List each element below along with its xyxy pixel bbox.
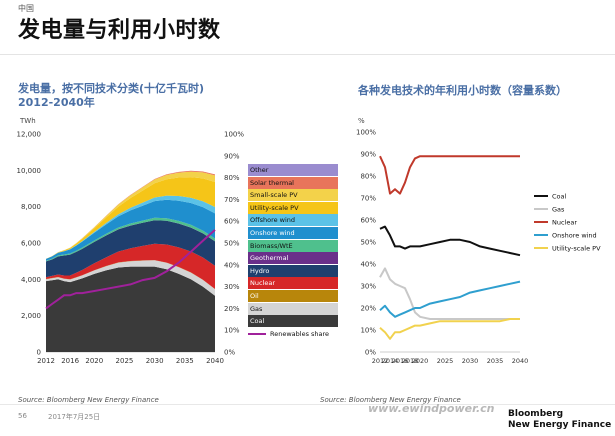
- legend-item-coal: Coal: [248, 315, 338, 328]
- y-tick-label: 10,000: [17, 167, 42, 175]
- y-tick-label: 10%: [360, 327, 376, 335]
- y-tick-label: 4,000: [21, 276, 41, 284]
- generation-area-chart: 0 2,000 4,000 6,000 8,000 10,000 12,000 0% 10% 20…: [17, 131, 245, 366]
- x-tick-label: 2012: [372, 357, 389, 365]
- legend-item-biomass-wte: Biomass/WtE: [248, 239, 338, 252]
- legend-item-solar-thermal: Solar thermal: [248, 176, 338, 189]
- header-divider: [0, 54, 615, 55]
- y2-tick-label: 30%: [224, 283, 240, 291]
- x-tick-label: 2025: [437, 357, 454, 365]
- y-tick-label: 8,000: [21, 203, 41, 211]
- area-onshore-wind: [46, 199, 215, 261]
- area-utility-scale-pv: [46, 177, 215, 259]
- footer-date: 2017年7月25日: [48, 413, 101, 421]
- y-tick-label: 0%: [365, 349, 376, 357]
- y-tick-label: 100%: [356, 129, 376, 137]
- y-tick-label: 60%: [360, 217, 376, 225]
- right-chart-title: 各种发电技术的年利用小时数（容量系数）: [358, 84, 567, 97]
- legend-label: Nuclear: [552, 219, 577, 227]
- x-tick-label: 2016: [61, 357, 79, 365]
- x-tick-label: 2018: [402, 357, 419, 365]
- legend-item-renewables-share: Renewables share: [248, 330, 329, 338]
- legend-swatch: [248, 332, 266, 335]
- generation-legend: Other Solar thermal Small-scale PV Utility-…: [248, 164, 338, 338]
- y2-tick-label: 70%: [224, 196, 240, 204]
- area-hydro: [46, 220, 215, 278]
- x-tick-label: 2020: [412, 357, 429, 365]
- line-gas: [379, 267, 520, 320]
- x-tick-label: 2016: [392, 357, 409, 365]
- capacity-factor-line-chart: 0%10%20%30%40%50%60%70%80%90%100%2012201…: [356, 129, 601, 366]
- y-tick-label: 50%: [360, 239, 376, 247]
- legend-item-oil: Oil: [248, 290, 338, 302]
- y2-tick-label: 80%: [224, 174, 240, 182]
- left-chart-unit: TWh: [20, 117, 36, 125]
- footer-divider: [0, 404, 615, 405]
- legend-label: Onshore wind: [552, 232, 597, 240]
- y-tick-label: 70%: [360, 195, 376, 203]
- legend-item-small-scale-pv: Small-scale PV: [248, 189, 338, 202]
- legend-item-offshore-wind: Offshore wind: [248, 214, 338, 227]
- y-tick-label: 20%: [360, 305, 376, 313]
- legend-item-geothermal: Geothermal: [248, 252, 338, 265]
- line-coal: [379, 225, 521, 257]
- y-tick-label: 80%: [360, 173, 376, 181]
- x-tick-label: 2035: [176, 357, 194, 365]
- x-tick-label: 2040: [512, 357, 529, 365]
- line-utility-scale-pv: [379, 318, 520, 340]
- x-tick-label: 2012: [37, 357, 55, 365]
- brand-line-1: Bloomberg: [508, 409, 564, 419]
- area-nuclear: [46, 243, 215, 289]
- legend-item-other: Other: [248, 164, 338, 176]
- legend-item-nuclear: Nuclear: [248, 277, 338, 290]
- y-tick-label: 6,000: [21, 240, 41, 248]
- watermark: www.ewindpower.cn: [368, 402, 495, 415]
- right-chart-source: Source: Bloomberg New Energy Finance: [320, 396, 461, 404]
- y2-tick-label: 100%: [224, 131, 244, 139]
- y2-tick-label: 50%: [224, 240, 240, 248]
- left-chart-source: Source: Bloomberg New Energy Finance: [18, 396, 159, 404]
- legend-item-onshore-wind: Onshore wind: [248, 227, 338, 239]
- x-tick-label: 2030: [462, 357, 479, 365]
- x-tick-label: 2030: [146, 357, 164, 365]
- legend-label: Utility-scale PV: [552, 245, 601, 253]
- y-tick-label: 12,000: [17, 131, 42, 139]
- left-chart-title-line2: 2012-2040年: [18, 96, 95, 109]
- y2-tick-label: 10%: [224, 327, 240, 335]
- y-tick-label: 90%: [360, 151, 376, 159]
- left-chart-title: 发电量，按不同技术分类(十亿千瓦时) 2012-2040年: [18, 82, 204, 110]
- area-coal: [46, 266, 215, 352]
- y2-tick-label: 90%: [224, 152, 240, 160]
- y-tick-label: 0: [37, 349, 41, 357]
- y2-tick-label: 60%: [224, 218, 240, 226]
- renewables-share-line: [45, 229, 216, 310]
- y2-tick-label: 20%: [224, 305, 240, 313]
- legend-label: Coal: [552, 193, 566, 201]
- line-nuclear: [379, 155, 520, 195]
- area-gas: [46, 260, 215, 296]
- legend-item-hydro: Hydro: [248, 264, 338, 277]
- right-chart-unit: %: [358, 117, 365, 125]
- legend-label: Renewables share: [270, 329, 330, 338]
- y2-tick-label: 0%: [224, 349, 235, 357]
- brand-line-2: New Energy Finance: [508, 420, 612, 430]
- area-offshore-wind: [46, 195, 215, 259]
- y-tick-label: 40%: [360, 261, 376, 269]
- line-onshore-wind: [379, 280, 521, 318]
- x-tick-label: 2025: [116, 357, 134, 365]
- y-tick-label: 30%: [360, 283, 376, 291]
- page-title: 发电量与利用小时数: [18, 18, 221, 43]
- x-tick-label: 2014: [382, 357, 399, 365]
- page-number: 56: [18, 412, 27, 420]
- legend-item-utility-scale-pv: Utility-scale PV: [248, 201, 338, 214]
- y-tick-label: 2,000: [21, 312, 41, 320]
- x-tick-label: 2020: [85, 357, 103, 365]
- legend-item-gas: Gas: [248, 302, 338, 315]
- left-chart-title-line1: 发电量，按不同技术分类(十亿千瓦时): [18, 82, 205, 95]
- x-tick-label: 2035: [487, 357, 504, 365]
- x-tick-label: 2040: [206, 357, 224, 365]
- region-label: 中国: [18, 4, 34, 13]
- y2-tick-label: 40%: [224, 261, 240, 269]
- legend-label: Gas: [552, 206, 565, 214]
